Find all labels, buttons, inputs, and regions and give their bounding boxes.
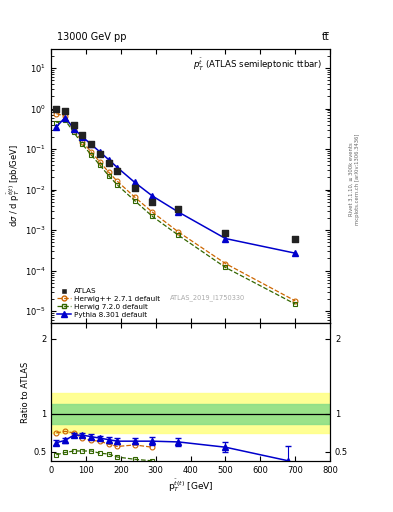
Point <box>149 198 155 206</box>
Text: tt̅: tt̅ <box>321 32 329 42</box>
Point <box>71 120 77 129</box>
Text: mcplots.cern.ch [arXiv:1306.3436]: mcplots.cern.ch [arXiv:1306.3436] <box>355 134 360 225</box>
Point <box>62 108 68 116</box>
Point <box>79 131 86 139</box>
Point <box>53 104 59 113</box>
Point <box>222 229 229 237</box>
Legend: ATLAS, Herwig++ 2.7.1 default, Herwig 7.2.0 default, Pythia 8.301 default: ATLAS, Herwig++ 2.7.1 default, Herwig 7.… <box>55 286 162 320</box>
Point <box>114 167 121 176</box>
Point <box>88 140 94 148</box>
Point <box>132 184 138 192</box>
Point <box>105 159 112 167</box>
Point <box>175 205 182 213</box>
Y-axis label: Ratio to ATLAS: Ratio to ATLAS <box>21 361 30 423</box>
Text: 13000 GeV pp: 13000 GeV pp <box>57 32 127 42</box>
Text: Rivet 3.1.10, ≥ 300k events: Rivet 3.1.10, ≥ 300k events <box>349 142 354 216</box>
Y-axis label: d$\sigma$ / d p$_T^{\bar{t}(t)}$ [pb/GeV]: d$\sigma$ / d p$_T^{\bar{t}(t)}$ [pb/GeV… <box>6 144 22 227</box>
Point <box>97 150 103 158</box>
Text: ATLAS_2019_I1750330: ATLAS_2019_I1750330 <box>170 295 245 302</box>
Text: $p_T^{\bar{t}}$ (ATLAS semileptonic ttbar): $p_T^{\bar{t}}$ (ATLAS semileptonic ttba… <box>193 57 322 73</box>
X-axis label: p$_T^{\bar{t}(t)}$ [GeV]: p$_T^{\bar{t}(t)}$ [GeV] <box>168 477 213 495</box>
Point <box>292 235 298 243</box>
